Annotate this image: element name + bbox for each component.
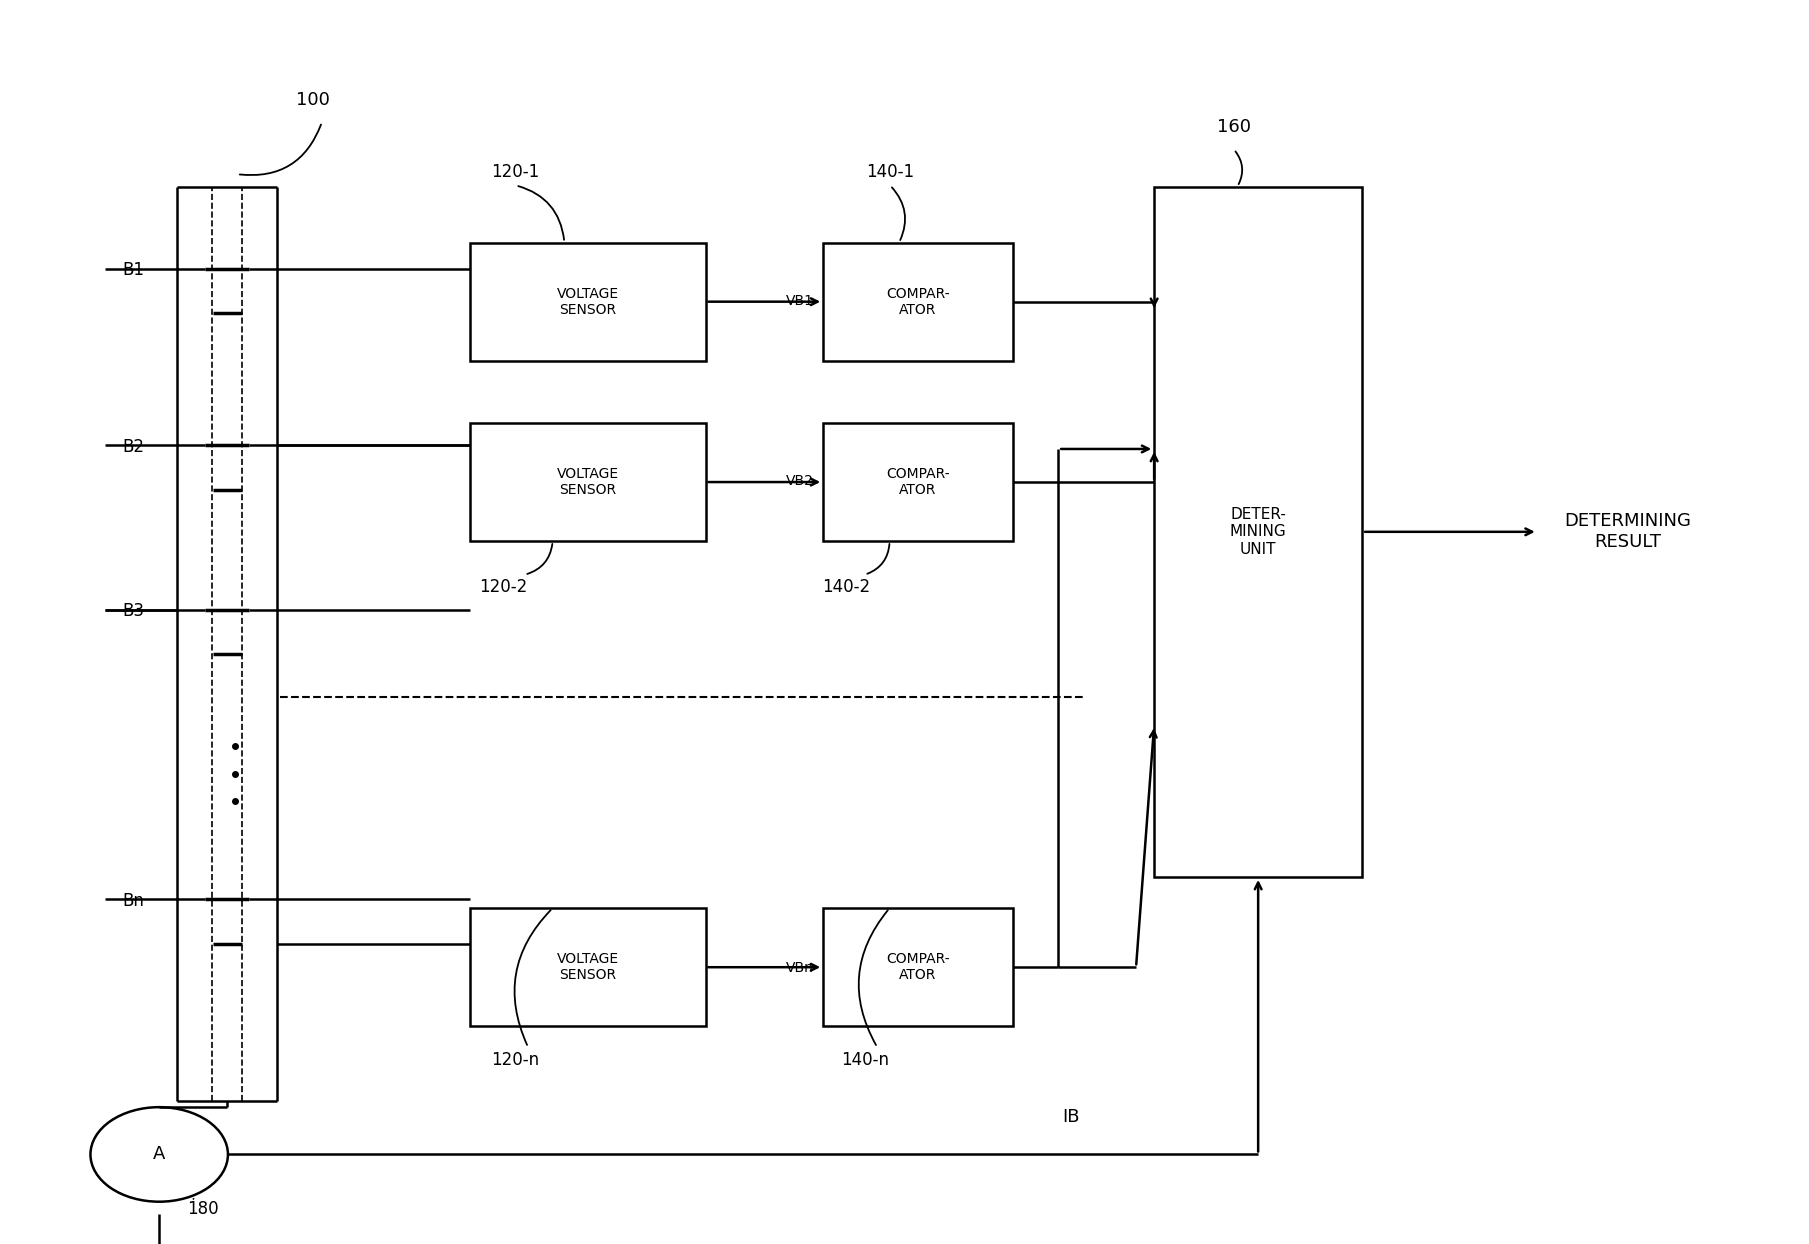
Text: COMPAR-
ATOR: COMPAR- ATOR bbox=[886, 952, 950, 983]
Text: A: A bbox=[154, 1146, 165, 1163]
Text: 140-n: 140-n bbox=[841, 1051, 888, 1069]
Bar bbox=[470, 243, 706, 361]
Bar bbox=[470, 908, 706, 1026]
Text: VB2: VB2 bbox=[785, 474, 814, 489]
Text: VOLTAGE
SENSOR: VOLTAGE SENSOR bbox=[557, 952, 619, 983]
Text: COMPAR-
ATOR: COMPAR- ATOR bbox=[886, 466, 950, 498]
Text: 100: 100 bbox=[297, 91, 329, 108]
Text: 160: 160 bbox=[1217, 118, 1250, 136]
Text: IB: IB bbox=[1062, 1108, 1080, 1126]
Text: Bn: Bn bbox=[123, 892, 145, 909]
Text: DETER-
MINING
UNIT: DETER- MINING UNIT bbox=[1230, 506, 1286, 557]
Text: 140-1: 140-1 bbox=[867, 163, 914, 180]
Text: 180: 180 bbox=[186, 1200, 219, 1218]
Text: VOLTAGE
SENSOR: VOLTAGE SENSOR bbox=[557, 286, 619, 317]
Bar bbox=[470, 423, 706, 541]
Text: B1: B1 bbox=[123, 261, 145, 279]
Text: 120-2: 120-2 bbox=[479, 578, 526, 596]
Text: VB1: VB1 bbox=[785, 294, 814, 309]
Text: 140-2: 140-2 bbox=[823, 578, 870, 596]
Text: 120-n: 120-n bbox=[492, 1051, 539, 1069]
Bar bbox=[1154, 187, 1362, 877]
Text: B3: B3 bbox=[123, 602, 145, 620]
Text: DETERMINING
RESULT: DETERMINING RESULT bbox=[1565, 513, 1691, 551]
Text: VBn: VBn bbox=[785, 960, 814, 975]
Bar bbox=[823, 423, 1013, 541]
Bar bbox=[823, 908, 1013, 1026]
Text: VOLTAGE
SENSOR: VOLTAGE SENSOR bbox=[557, 466, 619, 498]
Text: COMPAR-
ATOR: COMPAR- ATOR bbox=[886, 286, 950, 317]
Text: 120-1: 120-1 bbox=[492, 163, 539, 180]
Bar bbox=[823, 243, 1013, 361]
Text: B2: B2 bbox=[123, 438, 145, 455]
